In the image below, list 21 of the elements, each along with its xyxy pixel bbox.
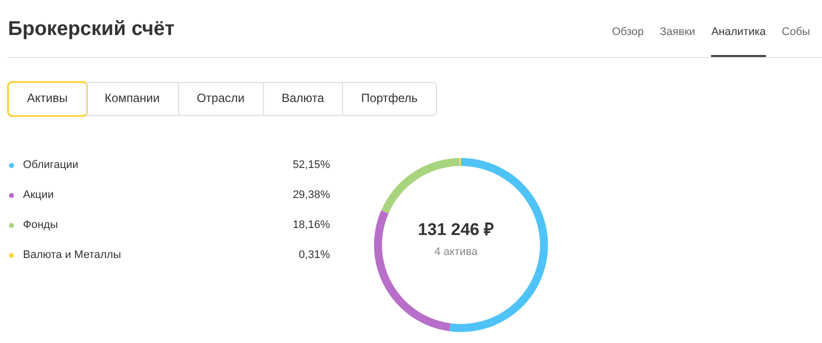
text: Отрасли (178, 83, 263, 115)
text: Валюта (262, 83, 342, 115)
legend-label: Валюта и Металлы (23, 249, 122, 261)
text: Обзор (612, 26, 644, 38)
text: Заявки (660, 26, 696, 38)
text: Собы (782, 26, 810, 38)
text: Активы (9, 83, 86, 115)
text: 131 246 ₽ (416, 219, 496, 240)
legend-label: Акции (23, 189, 55, 201)
data-label: 52,15% (292, 159, 330, 171)
data-label: 0,31% (298, 249, 330, 261)
chart-title: Брокерский счёт (8, 18, 175, 41)
legend-label: Облигации (23, 159, 80, 171)
data-label: 18,16% (292, 219, 330, 231)
text: Компании (86, 83, 178, 115)
donut-slice (381, 158, 460, 214)
text: Портфель (342, 83, 436, 115)
legend-label: Фонды (23, 219, 59, 231)
data-label: 29,38% (292, 189, 330, 201)
text: Аналитика (711, 26, 766, 38)
text: 4 актива (433, 246, 479, 258)
